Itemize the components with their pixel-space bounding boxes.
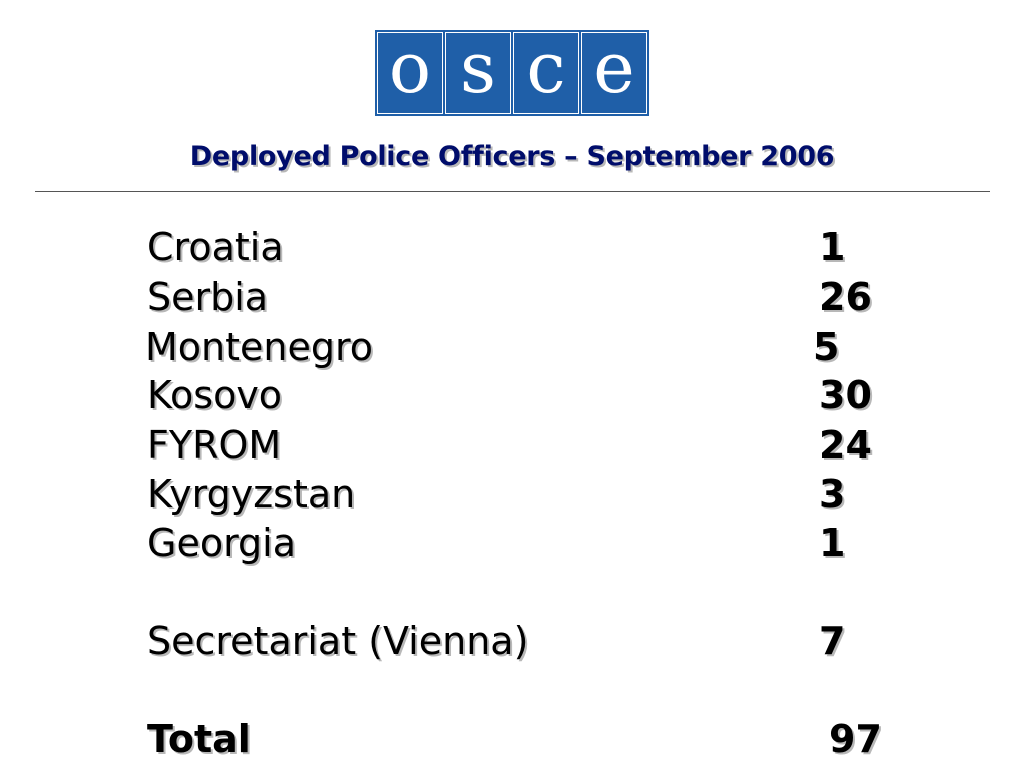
row-value: 1 (819, 521, 846, 565)
row-value: 24 (819, 423, 872, 467)
row-label: Montenegro (145, 325, 374, 369)
row-value: 26 (819, 275, 872, 319)
osce-logo: o s c e (375, 30, 649, 116)
total-label: Total (147, 717, 251, 761)
country-row-kosovo: Kosovo 30 (147, 370, 907, 420)
row-value: 30 (819, 373, 872, 417)
country-row-fyrom: FYROM 24 (147, 420, 907, 470)
total-value: 97 (829, 717, 882, 761)
row-label: Croatia (147, 225, 284, 269)
country-row-kyrgyzstan: Kyrgyzstan 3 (147, 469, 907, 519)
slide-title: Deployed Police Officers – September 200… (189, 141, 835, 172)
row-label: Georgia (147, 521, 296, 565)
row-label: Kyrgyzstan (147, 472, 356, 516)
logo-letter-c: c (513, 32, 579, 114)
row-label: Secretariat (Vienna) (147, 619, 529, 663)
row-label: Serbia (147, 275, 269, 319)
logo-letter-e: e (581, 32, 647, 114)
logo-letter-s: s (445, 32, 511, 114)
title-divider (35, 191, 990, 192)
country-row-montenegro: Montenegro 5 (145, 322, 905, 372)
logo-letter-o: o (377, 32, 443, 114)
row-value: 7 (819, 619, 846, 663)
row-label: Kosovo (147, 373, 283, 417)
secretariat-row: Secretariat (Vienna) 7 (147, 616, 907, 666)
row-label: FYROM (147, 423, 282, 467)
country-row-serbia: Serbia 26 (147, 272, 907, 322)
country-row-georgia: Georgia 1 (147, 518, 907, 568)
row-value: 5 (813, 325, 840, 369)
country-row-croatia: Croatia 1 (147, 222, 907, 272)
row-value: 1 (819, 225, 846, 269)
total-row: Total 97 (147, 714, 907, 764)
row-value: 3 (819, 472, 846, 516)
